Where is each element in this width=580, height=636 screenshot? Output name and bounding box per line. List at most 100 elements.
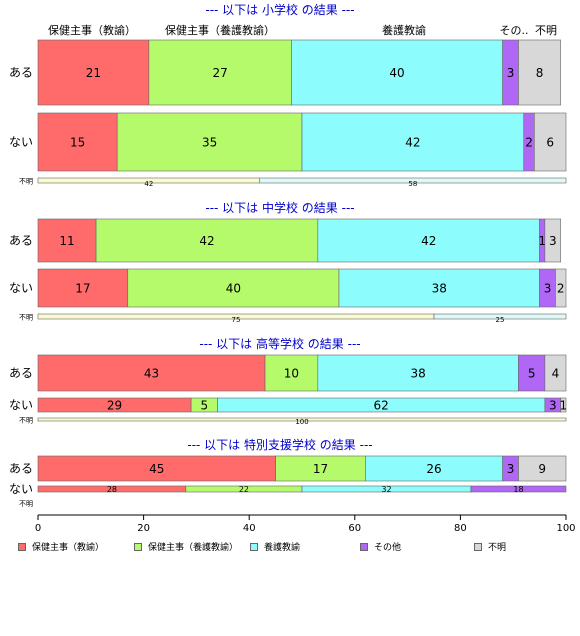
legend-item-0: 保健主事（教諭）: [18, 540, 104, 553]
data-label-0-0-4: 8: [536, 66, 544, 80]
data-label-1-1-3: 3: [544, 282, 552, 296]
data-label-3-1-0: 28: [107, 485, 117, 494]
legend-swatch-4: [474, 542, 482, 551]
data-label-2-1-3: 3: [549, 399, 557, 413]
row-label-1-0: ある: [9, 234, 33, 248]
x-tick-label-4: 80: [454, 523, 467, 534]
data-label-1-0-2: 42: [421, 234, 436, 248]
bar-segment-1-0-4: [544, 218, 562, 263]
bar-segment-3-0-2: [365, 455, 503, 482]
data-label-1-0-3: 1: [538, 234, 546, 248]
x-tick-label-0: 0: [35, 523, 41, 534]
data-label-3-0-2: 26: [426, 462, 441, 476]
data-label-3-1-2: 32: [381, 485, 391, 494]
legend-swatch-3: [360, 542, 368, 551]
data-label-3-0-4: 9: [538, 462, 546, 476]
data-label-2-1-1: 5: [200, 399, 208, 413]
bar-segment-1-0-0: [37, 218, 97, 263]
chart-legend: 保健主事（教諭） 保健主事（養護教諭） 養護教諭 その他 不明: [18, 540, 578, 554]
row-label-3-1: ない: [9, 482, 33, 496]
row-label-2-1: ない: [9, 398, 33, 412]
x-tick-label-3: 60: [348, 523, 361, 534]
header-label-2: 養護教諭: [382, 23, 426, 37]
data-label-0-1-3: 2: [525, 136, 533, 150]
bar-segment-0-0-2: [291, 39, 503, 106]
legend-label-4: 不明: [488, 543, 507, 553]
legend-label-3: その他: [374, 543, 402, 553]
bar-segment-0-1-2: [301, 112, 525, 172]
bar-segment-3-0-4: [518, 455, 567, 482]
data-label-0-1-2: 42: [405, 136, 420, 150]
x-tick-label-1: 20: [137, 523, 150, 534]
bar-segment-2-2-0: [37, 417, 567, 422]
data-label-2-0-2: 38: [411, 367, 426, 381]
data-label-0-1-0: 15: [70, 136, 85, 150]
data-label-0-0-1: 27: [213, 66, 228, 80]
data-label-3-1-3: 18: [513, 485, 523, 494]
data-label-2-0-3: 5: [528, 367, 536, 381]
data-label-3-0-0: 45: [149, 462, 164, 476]
bar-segment-2-1-4: [560, 397, 567, 413]
legend-item-1: 保健主事（養護教諭）: [134, 540, 238, 553]
data-label-0-1-4: 6: [546, 136, 554, 150]
data-label-3-0-1: 17: [313, 462, 328, 476]
panel-title-2: --- 以下は 高等学校 の結果 ---: [199, 336, 360, 351]
legend-item-4: 不明: [474, 540, 506, 553]
bar-segment-0-1-0: [37, 112, 118, 172]
bar-segment-1-1-4: [555, 268, 567, 308]
data-label-2-1-2: 62: [374, 399, 389, 413]
data-label-3-0-3: 3: [507, 462, 515, 476]
header-label-3: その..: [500, 24, 529, 37]
data-label-2-1-0: 29: [107, 399, 122, 413]
data-label-2-1-4: 1: [560, 399, 568, 413]
data-label-0-0-3: 3: [507, 66, 515, 80]
data-label-0-0-0: 21: [86, 66, 101, 80]
data-label-2-2-0: 100: [295, 418, 308, 426]
data-label-2-0-4: 4: [552, 367, 560, 381]
bar-segment-2-0-2: [317, 354, 519, 392]
row-label-0-1: ない: [9, 135, 33, 149]
bar-segment-0-0-1: [148, 39, 292, 106]
data-label-1-0-4: 3: [549, 234, 557, 248]
bar-segment-3-1-3: [470, 485, 567, 493]
bar-segment-1-1-1: [127, 268, 340, 308]
bar-segment-1-0-2: [317, 218, 540, 263]
bar-segment-1-0-1: [95, 218, 319, 263]
row-label-1-2: 不明: [19, 314, 33, 322]
panel-title-1: --- 以下は 中学校 の結果 ---: [205, 200, 354, 215]
bar-segment-0-1-4: [534, 112, 567, 172]
bar-segment-0-0-4: [518, 39, 562, 106]
bar-segment-1-2-1: [433, 313, 567, 320]
legend-item-2: 養護教諭: [250, 540, 300, 553]
data-label-1-0-0: 11: [59, 234, 74, 248]
x-tick-label-5: 100: [556, 523, 575, 534]
data-label-0-2-1: 58: [408, 180, 417, 188]
data-label-1-1-0: 17: [75, 282, 90, 296]
row-label-2-2: 不明: [19, 417, 33, 425]
bar-segment-0-1-1: [116, 112, 303, 172]
bar-segment-3-0-0: [37, 455, 276, 482]
data-label-1-1-2: 38: [432, 282, 447, 296]
data-label-1-0-1: 42: [199, 234, 214, 248]
row-label-3-0: ある: [9, 462, 33, 476]
bar-segment-2-0-1: [264, 354, 319, 392]
x-tick-label-2: 40: [243, 523, 256, 534]
row-label-1-1: ない: [9, 281, 33, 295]
legend-swatch-1: [134, 542, 142, 551]
header-label-0: 保健主事（教諭）: [48, 23, 136, 37]
bar-segment-1-1-2: [338, 268, 540, 308]
panel-title-3: --- 以下は 特別支援学校 の結果 ---: [187, 437, 372, 452]
legend-swatch-0: [18, 542, 26, 551]
data-label-0-0-2: 40: [389, 66, 404, 80]
header-label-1: 保健主事（養護教諭）: [165, 23, 275, 37]
legend-label-2: 養護教諭: [264, 543, 301, 553]
data-label-3-1-1: 22: [239, 485, 249, 494]
bar-segment-2-0-4: [544, 354, 567, 392]
bar-segment-2-0-3: [518, 354, 546, 392]
row-label-2-0: ある: [9, 366, 33, 380]
row-label-0-2: 不明: [19, 178, 33, 186]
data-label-1-2-0: 75: [232, 316, 241, 324]
bar-segment-0-2-1: [259, 177, 567, 184]
legend-label-0: 保健主事（教諭）: [32, 543, 105, 553]
